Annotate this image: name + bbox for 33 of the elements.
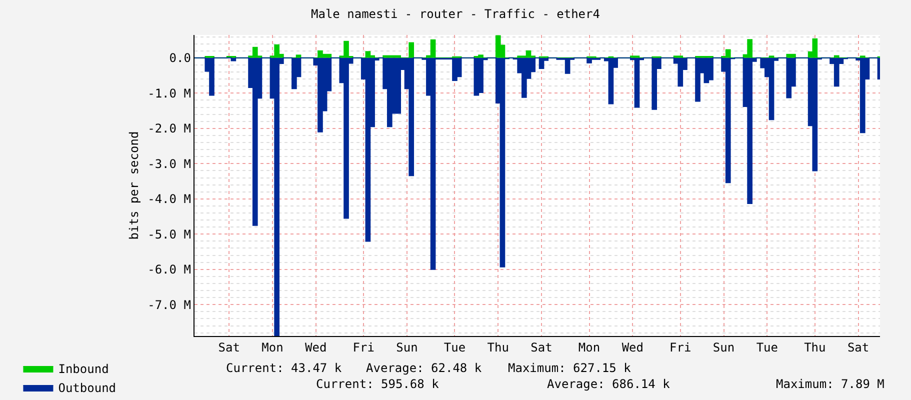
x-tick-label: Mon xyxy=(262,340,284,354)
y-tick-label: -1.0 M xyxy=(148,86,191,100)
x-tick-label: Mon xyxy=(578,340,600,354)
x-tick-label: Fri xyxy=(352,340,374,354)
y-tick-label: -7.0 M xyxy=(148,298,191,312)
y-axis-title: bits per second xyxy=(126,131,141,240)
text: Maximum: 7.89 M xyxy=(776,377,884,391)
x-tick-label: Wed xyxy=(622,340,644,354)
text: Average: 62.48 k xyxy=(366,361,482,375)
x-tick-label: Sat xyxy=(530,340,552,354)
y-tick-label: -3.0 M xyxy=(148,156,191,171)
text: Current: 43.47 k xyxy=(226,361,342,375)
y-tick-label: -2.0 M xyxy=(148,122,191,136)
legend-label: Inbound xyxy=(58,362,109,376)
x-tick-label: Wed xyxy=(305,340,327,354)
y-tick-label: -5.0 M xyxy=(148,227,191,242)
x-tick-label: Sat xyxy=(218,340,240,354)
x-tick-label: Sun xyxy=(712,340,735,354)
x-tick-label: Thu xyxy=(804,340,826,354)
text: Current: 595.68 k xyxy=(316,377,440,391)
x-tick-label: Thu xyxy=(487,340,509,354)
y-tick-label: -4.0 M xyxy=(148,192,191,206)
legend-label: Outbound xyxy=(58,381,116,396)
text: Average: 686.14 k xyxy=(547,377,671,391)
chart-title: Male namesti - router - Traffic - ether4 xyxy=(311,7,600,22)
x-tick-label: Sat xyxy=(847,340,870,354)
y-tick-label: -6.0 M xyxy=(148,262,191,277)
x-tick-label: Sun xyxy=(396,340,418,354)
y-tick-label: 0.0 xyxy=(169,51,191,66)
x-tick-label: Tue xyxy=(444,340,466,354)
text: Maximum: 627.15 k xyxy=(508,361,632,375)
x-tick-label: Fri xyxy=(670,340,692,354)
x-tick-label: Tue xyxy=(756,340,778,354)
